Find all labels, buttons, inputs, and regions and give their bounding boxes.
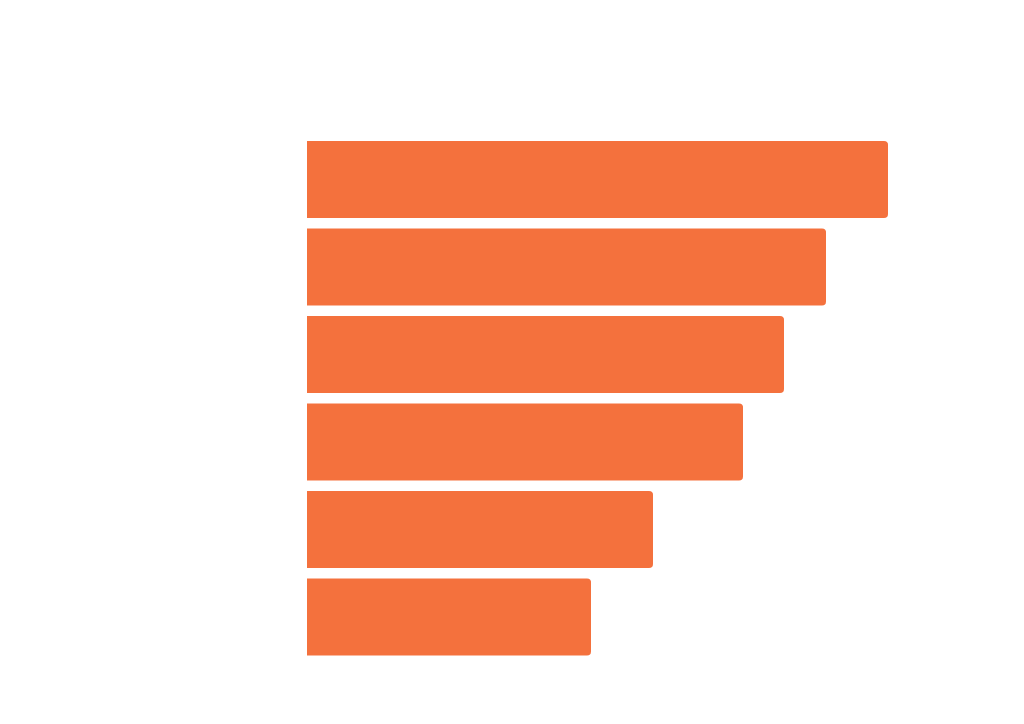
bar-5: [307, 491, 653, 568]
bar-4: [307, 403, 743, 481]
bar-6: [307, 578, 591, 656]
bar-3: [307, 316, 784, 393]
bar-1: [307, 141, 888, 218]
bar-2: [307, 228, 826, 306]
bars-group: [307, 141, 888, 656]
